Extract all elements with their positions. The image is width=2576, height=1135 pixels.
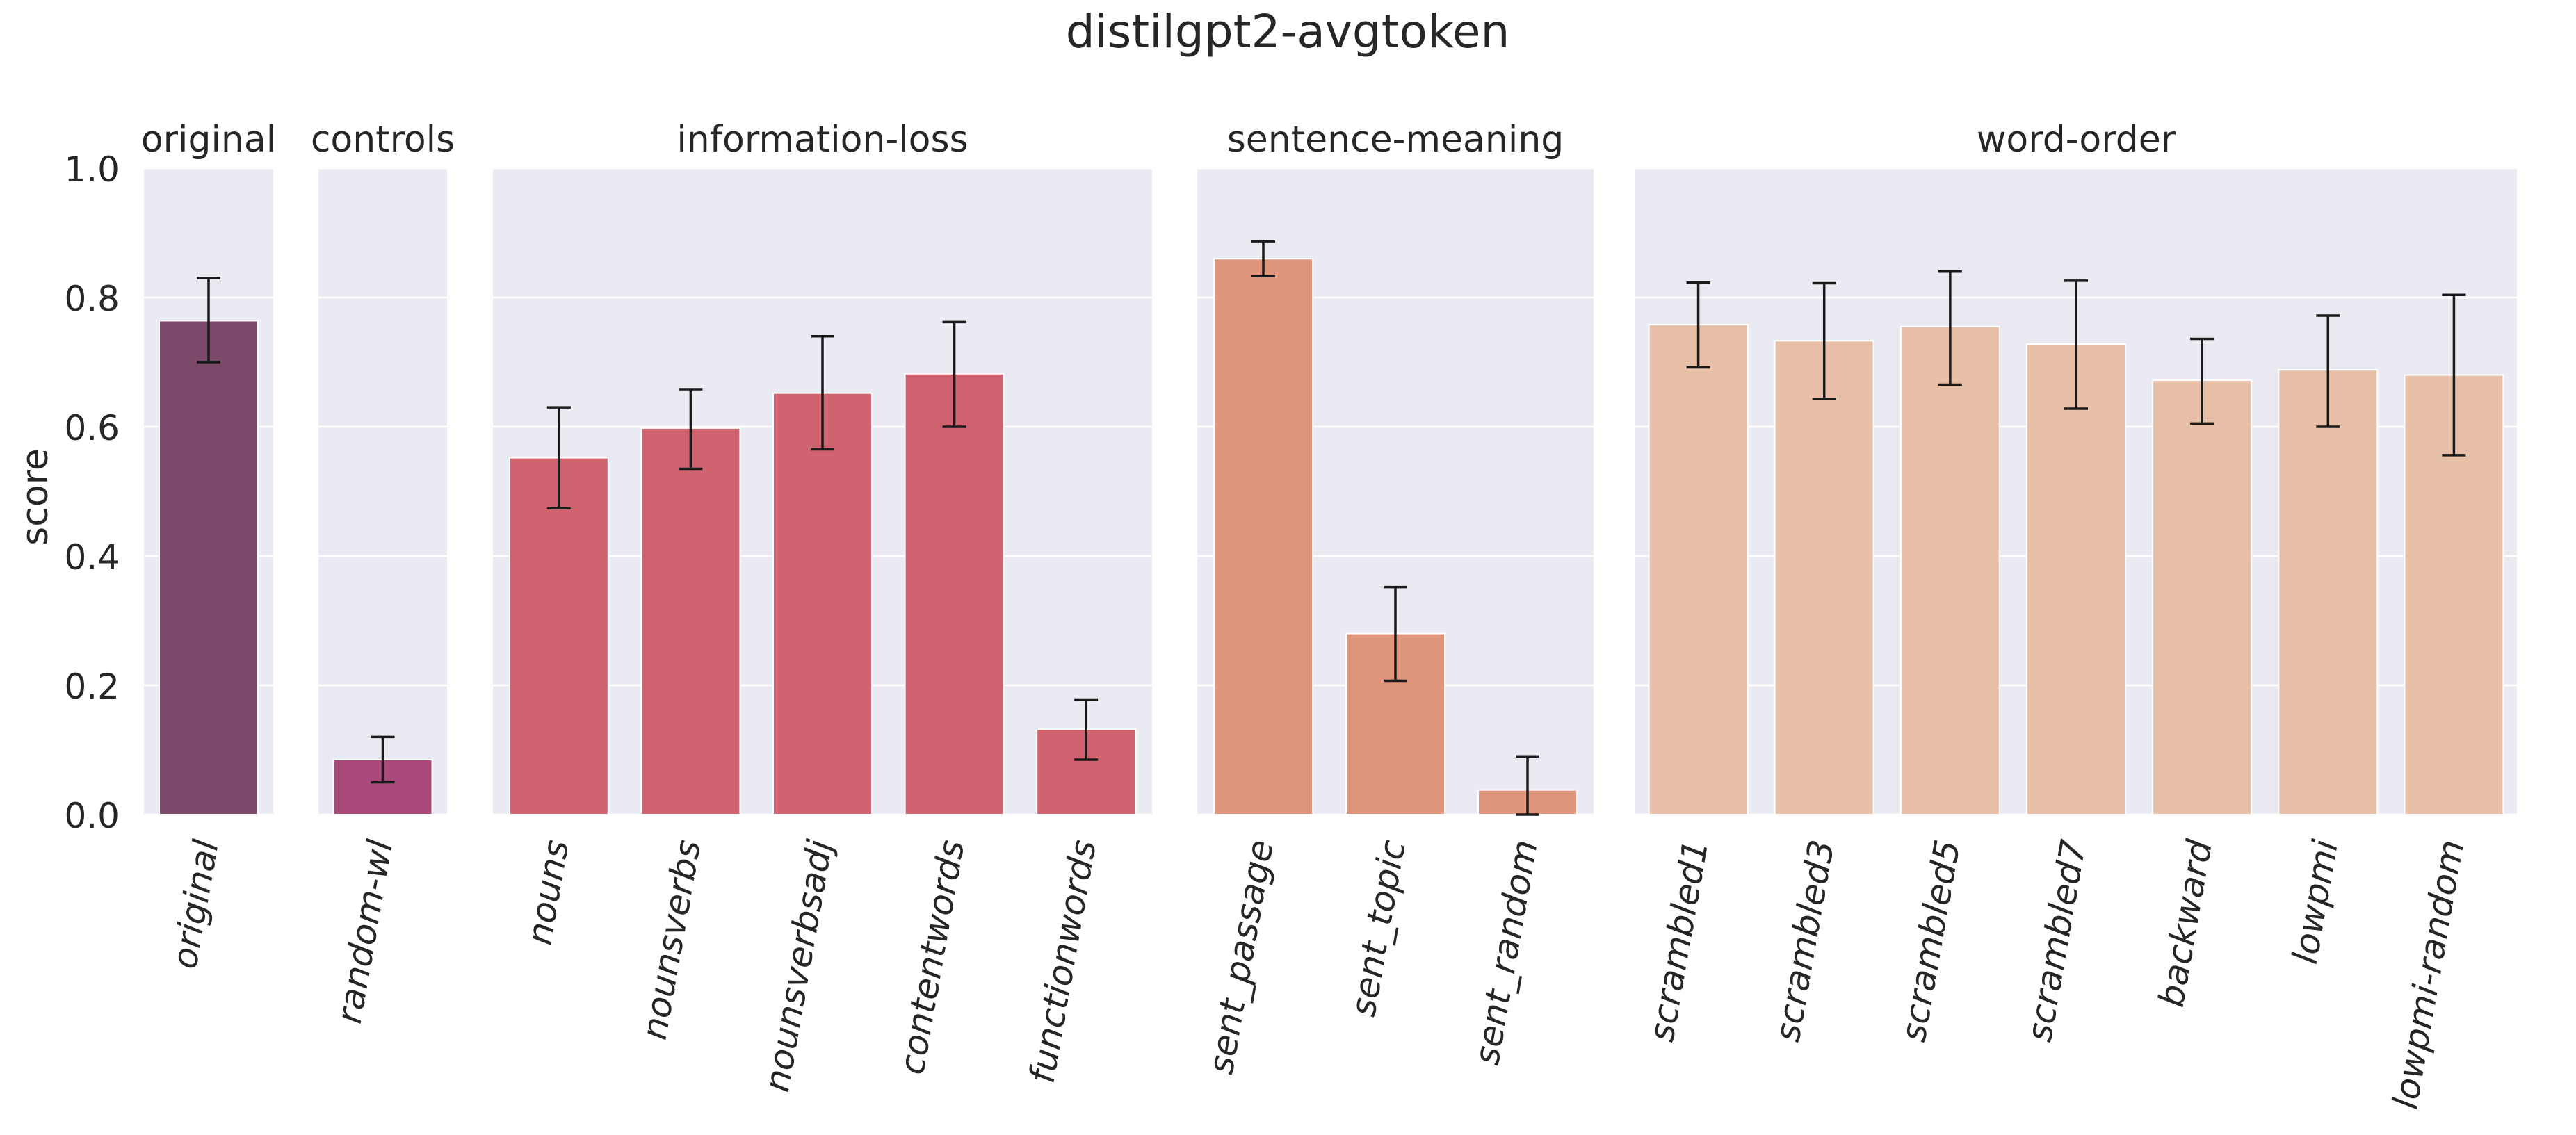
panel-title: controls <box>311 119 455 161</box>
bar-nouns <box>508 457 609 815</box>
panel-title: sentence-meaning <box>1227 119 1564 161</box>
bar-scrambled5 <box>1899 325 2000 816</box>
panel-background <box>318 168 447 815</box>
bar-sent_passage <box>1213 258 1313 815</box>
y-tick-label: 0.4 <box>64 537 120 578</box>
bar-nounsverbs <box>640 427 741 815</box>
chart-title: distilgpt2-avgtoken <box>1066 5 1510 58</box>
y-tick-label: 0.0 <box>64 796 120 836</box>
panel-title: information-loss <box>677 119 968 161</box>
y-tick-label: 0.2 <box>64 667 120 707</box>
y-axis-label: score <box>15 448 56 546</box>
y-tick-label: 0.6 <box>64 408 120 448</box>
y-tick-label: 0.8 <box>64 279 120 319</box>
bar-lowpmi <box>2278 369 2379 815</box>
bar-scrambled1 <box>1648 324 1749 815</box>
panel-title: original <box>141 119 276 161</box>
bar-original <box>159 320 259 816</box>
bar-nounsverbsadj <box>772 392 873 815</box>
y-tick-label: 1.0 <box>64 149 120 190</box>
bar-backward <box>2152 379 2253 815</box>
bar-scrambled3 <box>1774 340 1874 815</box>
bar-contentwords <box>904 373 1005 815</box>
bar-scrambled7 <box>2026 343 2126 815</box>
panel-title: word-order <box>1977 119 2176 161</box>
